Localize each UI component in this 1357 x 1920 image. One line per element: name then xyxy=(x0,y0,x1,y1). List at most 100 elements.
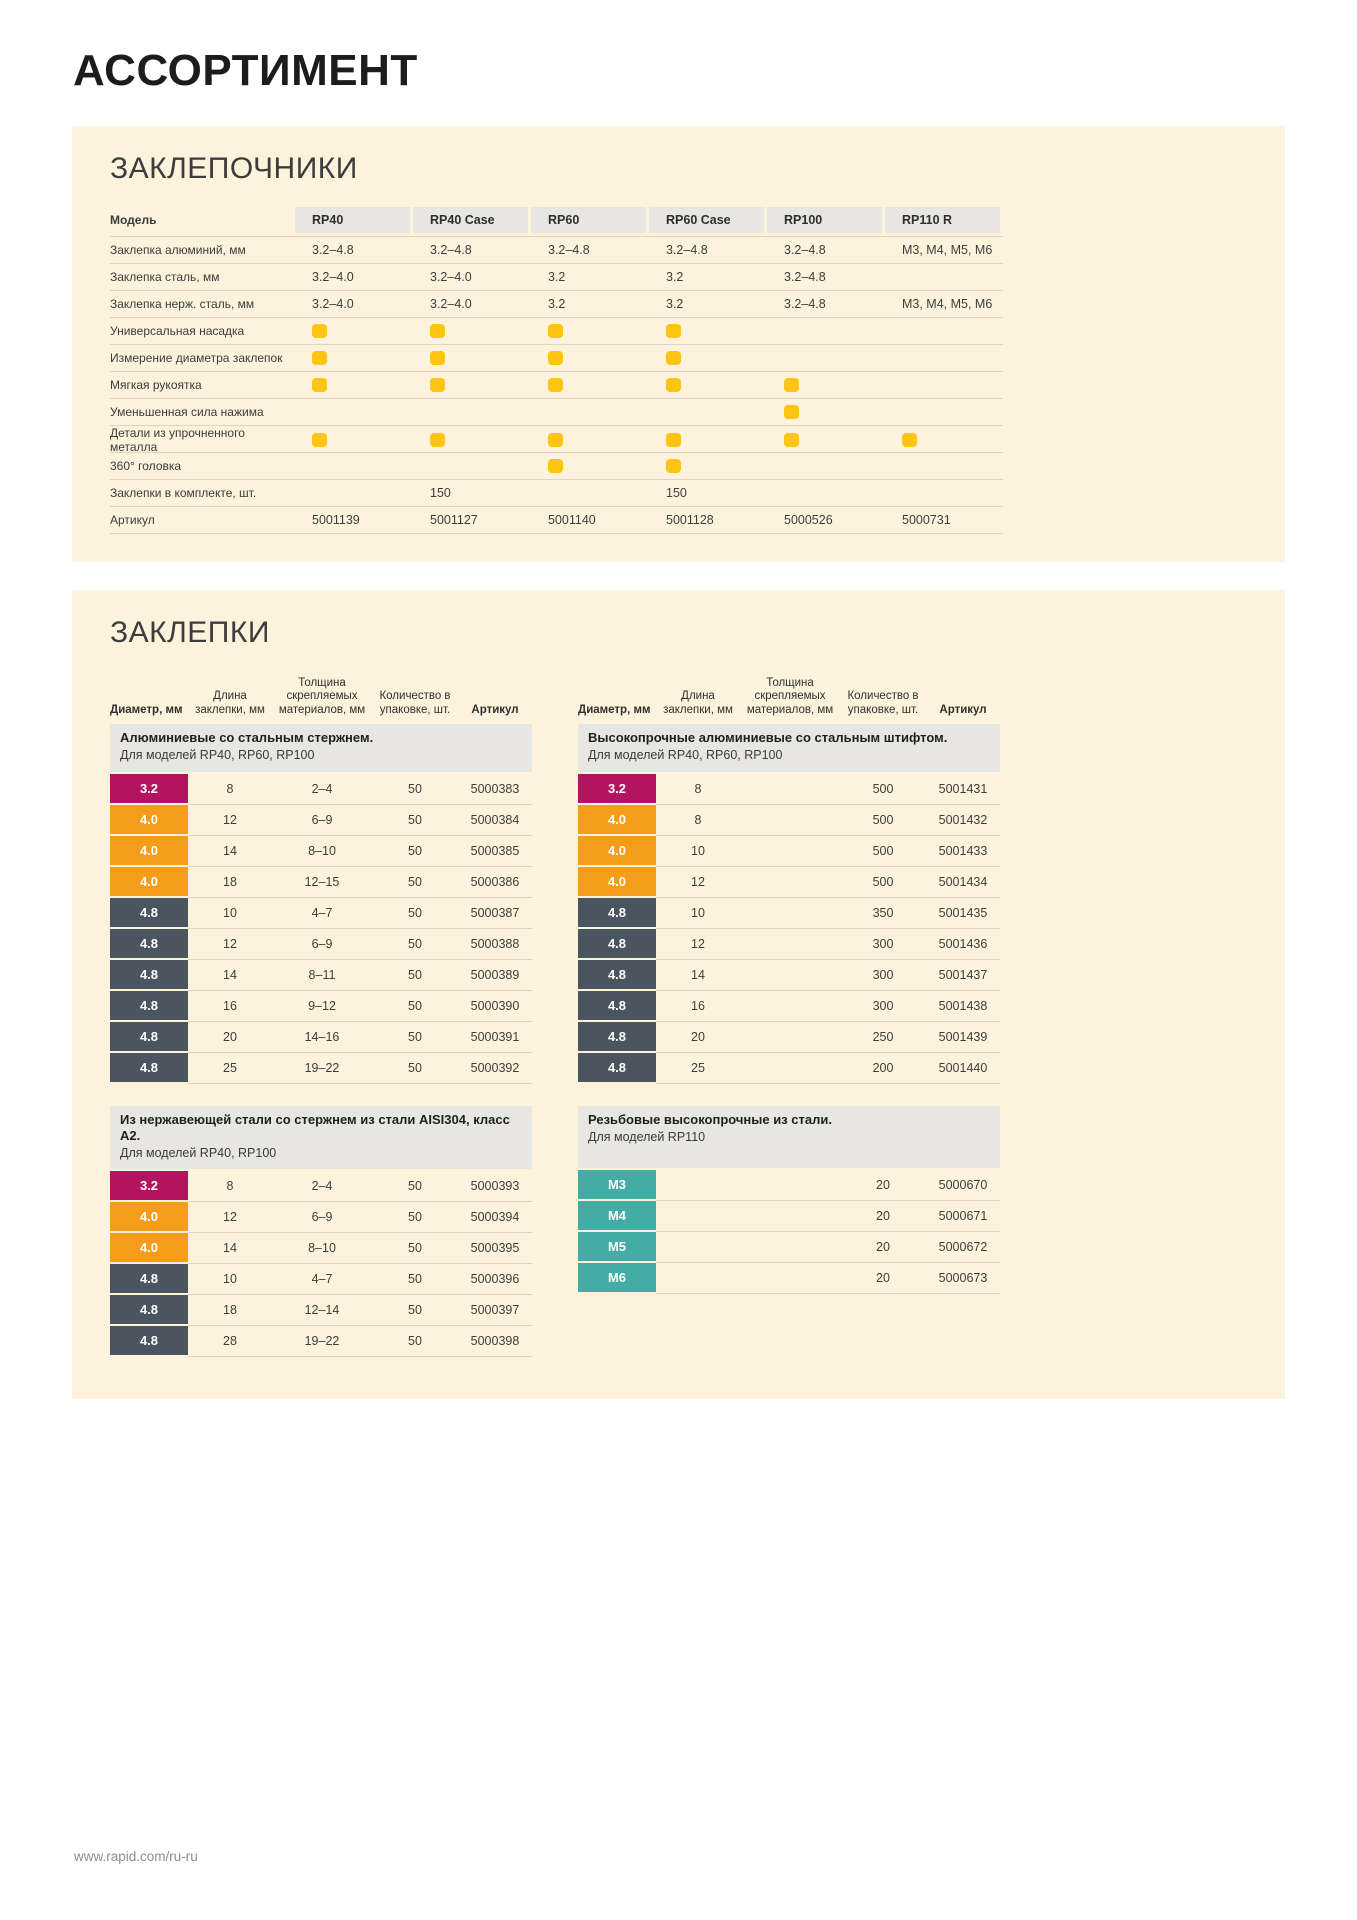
rivet-row: 4.8 10 4–7 50 5000387 xyxy=(110,897,532,929)
rivet-row: 4.8 12 300 5001436 xyxy=(578,928,1000,960)
feature-value-cell xyxy=(885,433,1003,447)
feature-value-cell: 3.2–4.8 xyxy=(784,243,826,257)
rivet-value-cell: 50 xyxy=(372,898,458,929)
rivet-table-title-band: Из нержавеющей стали со стержнем из стал… xyxy=(110,1105,532,1170)
rivet-column-header: Диаметр, мм xyxy=(578,704,651,717)
rivet-value-cell xyxy=(740,867,840,898)
rivet-table: Диаметр, мм Длина заклепки, мм Толщина скр… xyxy=(578,668,1000,1084)
riveter-feature-row: Заклепка алюминий, мм 3.2–4.8 3.2–4.8 3.2–4… xyxy=(110,237,1003,264)
diameter-cell: 4.8 xyxy=(578,990,656,1022)
rivet-value-cell: 200 xyxy=(840,1053,926,1084)
article-cell: 5000670 xyxy=(926,1170,1000,1201)
rivet-value-cell: 4–7 xyxy=(272,1264,372,1296)
article-cell: 5000397 xyxy=(458,1295,532,1327)
footer-url[interactable]: www.rapid.com/ru-ru xyxy=(74,1849,198,1864)
rivet-value-cell: 4–7 xyxy=(272,898,372,929)
rivet-value-cell: 20 xyxy=(840,1232,926,1263)
feature-label: Заклепка алюминий, мм xyxy=(110,243,246,257)
feature-value-cell xyxy=(295,351,413,365)
rivet-row: M3 20 5000670 xyxy=(578,1169,1000,1201)
rivet-value-cell xyxy=(740,1263,840,1294)
feature-dot xyxy=(784,433,799,447)
riveter-feature-row: Измерение диаметра заклепок xyxy=(110,345,1003,372)
rivet-value-cell xyxy=(740,805,840,836)
feature-label: Заклепка нерж. сталь, мм xyxy=(110,297,255,311)
rivet-value-cell: 50 xyxy=(372,991,458,1022)
feature-value-cell xyxy=(767,405,885,419)
feature-value-cell xyxy=(531,459,649,473)
feature-dot xyxy=(430,351,445,365)
riveter-feature-row: Заклепка нерж. сталь, мм 3.2–4.0 3.2–4.0 3.… xyxy=(110,291,1003,318)
rivet-value-cell: 12 xyxy=(188,805,272,836)
rivet-table-subtitle: Для моделей RP40, RP100 xyxy=(120,1146,277,1160)
rivet-value-cell: 10 xyxy=(656,836,740,867)
rivet-value-cell: 300 xyxy=(840,960,926,991)
rivet-value-cell xyxy=(740,1232,840,1263)
feature-label: Детали из упрочненного металла xyxy=(110,426,245,454)
rivet-value-cell: 50 xyxy=(372,1326,458,1358)
rivet-value-cell: 14–16 xyxy=(272,1022,372,1053)
article-cell: 5000387 xyxy=(458,898,532,929)
rivet-row: 4.8 25 200 5001440 xyxy=(578,1052,1000,1084)
feature-value-cell xyxy=(649,378,767,392)
rivet-value-cell: 18 xyxy=(188,867,272,898)
article-cell: 5000394 xyxy=(458,1202,532,1234)
rivet-value-cell: 10 xyxy=(656,898,740,929)
feature-value-cell xyxy=(413,351,531,365)
feature-dot xyxy=(312,324,327,338)
rivet-column-header: Диаметр, мм xyxy=(110,704,183,717)
feature-dot xyxy=(430,324,445,338)
rivet-value-cell: 12 xyxy=(188,1202,272,1234)
rivet-value-cell: 50 xyxy=(372,1202,458,1234)
rivet-row: 4.0 18 12–15 50 5000386 xyxy=(110,866,532,898)
feature-value-cell xyxy=(295,378,413,392)
article-cell: 5000396 xyxy=(458,1264,532,1296)
article-cell: 5000385 xyxy=(458,836,532,867)
feature-value-cell xyxy=(531,433,649,447)
rivet-value-cell: 14 xyxy=(188,836,272,867)
rivet-value-cell: 12 xyxy=(656,867,740,898)
rivet-value-cell xyxy=(740,991,840,1022)
rivet-value-cell: 6–9 xyxy=(272,1202,372,1234)
rivet-value-cell: 6–9 xyxy=(272,929,372,960)
rivet-value-cell: 20 xyxy=(840,1201,926,1232)
diameter-cell: 4.8 xyxy=(110,1264,188,1296)
riveters-header-row: Модель RP40 RP40 Case RP60 RP60 Case RP100 RP1… xyxy=(110,204,1003,237)
diameter-cell: 4.8 xyxy=(110,897,188,929)
rivet-row: 4.8 12 6–9 50 5000388 xyxy=(110,928,532,960)
feature-dot xyxy=(430,433,445,447)
feature-value-cell: 3.2–4.8 xyxy=(312,243,354,257)
rivet-table-title-band: Алюминиевые со стальным стержнем. Для мод… xyxy=(110,724,532,772)
rivet-row: 4.8 14 8–11 50 5000389 xyxy=(110,959,532,991)
rivet-row: 4.8 16 300 5001438 xyxy=(578,990,1000,1022)
rivet-row: M6 20 5000673 xyxy=(578,1262,1000,1294)
rivet-value-cell: 50 xyxy=(372,929,458,960)
feature-value-cell xyxy=(413,378,531,392)
diameter-cell: 4.0 xyxy=(110,835,188,867)
diameter-cell: 4.8 xyxy=(578,1052,656,1084)
rivet-table-subtitle: Для моделей RP110 xyxy=(588,1129,706,1144)
rivet-column-header: Артикул xyxy=(939,704,987,717)
model-header-cell: RP60 xyxy=(531,207,646,233)
riveter-feature-row: Универсальная насадка xyxy=(110,318,1003,345)
article-cell: 5000384 xyxy=(458,805,532,836)
feature-value-cell: 3.2 xyxy=(548,270,566,284)
rivet-row: 4.8 14 300 5001437 xyxy=(578,959,1000,991)
rivet-row: 4.0 12 6–9 50 5000394 xyxy=(110,1202,532,1234)
rivet-value-cell: 19–22 xyxy=(272,1053,372,1084)
rivet-row: 4.8 18 12–14 50 5000397 xyxy=(110,1295,532,1327)
diameter-cell: 4.8 xyxy=(110,1326,188,1358)
rivet-value-cell: 8–10 xyxy=(272,836,372,867)
feature-value-cell: 150 xyxy=(430,486,451,500)
feature-dot xyxy=(784,378,799,392)
rivet-value-cell: 2–4 xyxy=(272,774,372,805)
rivet-value-cell: 50 xyxy=(372,1053,458,1084)
diameter-cell: 4.0 xyxy=(578,835,656,867)
article-cell: 5001432 xyxy=(926,805,1000,836)
feature-dot xyxy=(666,351,681,365)
rivet-row: 4.8 10 4–7 50 5000396 xyxy=(110,1264,532,1296)
rivet-row: 4.8 10 350 5001435 xyxy=(578,897,1000,929)
rivet-value-cell: 50 xyxy=(372,805,458,836)
riveter-feature-row: Мягкая рукоятка xyxy=(110,372,1003,399)
diameter-cell: 4.0 xyxy=(110,1233,188,1265)
